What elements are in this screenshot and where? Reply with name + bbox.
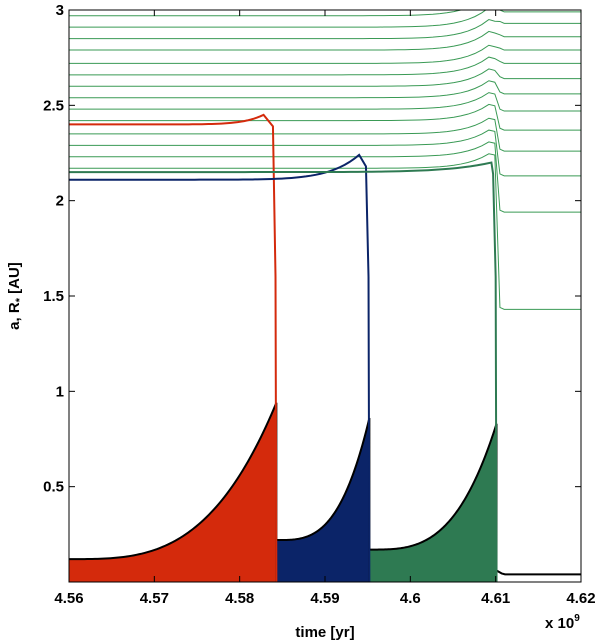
y-tick-label-2: 1 [56,383,64,400]
x-multiplier-base: x 10 [545,615,574,632]
stellar-radius-curve-3 [369,423,498,582]
x-axis-title: time [yr] [295,624,354,641]
y-tick-label-5: 2.5 [43,97,64,114]
surviving-orbit-9 [69,56,581,76]
x-tick-label-3: 4.58 [225,590,254,607]
axis-tick-labels: 4.56 4.57 4.58 4.59 4.6 4.61 4.62 0.5 1 1.5 2 2.5 3 [43,2,595,607]
surviving-orbit-14 [69,10,463,17]
plot-area [69,10,581,582]
stellar-radius-fill-2 [276,418,370,582]
surviving-orbit-12 [69,19,581,40]
x-tick-label-7: 4.62 [566,590,595,607]
y-axis-title: a, R* [AU] [6,262,26,330]
y-axis-title-subscript: * [14,297,26,302]
y-tick-label-1: 0.5 [43,479,64,496]
y-axis-title-main: a, R [6,302,23,330]
surviving-orbit-10 [69,44,581,64]
x-tick-label-4: 4.59 [310,590,339,607]
x-tick-label-1: 4.56 [54,590,83,607]
y-tick-label-6: 3 [56,2,64,19]
x-multiplier: x 109 [545,613,580,632]
y-tick-label-4: 2 [56,193,64,210]
stellar-radius-curve-1 [69,402,278,582]
y-tick-label-3: 1.5 [43,288,64,305]
surviving-orbit-2 [69,141,581,213]
surviving-orbit-8 [69,68,581,87]
surviving-orbit-1 [69,153,581,310]
stellar-radius-fill-3 [369,423,497,582]
x-tick-label-5: 4.6 [400,590,421,607]
surviving-orbit-11 [69,30,581,51]
axes-frame [68,9,582,583]
engulfed-planet-orbit-1 [69,113,278,582]
engulfed-planet-orbit-2 [69,153,371,582]
x-multiplier-exponent: 9 [574,613,580,624]
surviving-orbit-13 [69,10,581,28]
engulfed-planet-orbit-3 [69,161,498,582]
stellar-radius-fill-1 [69,402,277,582]
y-axis-title-unit: [AU] [6,262,23,298]
axis-ticks [68,9,582,582]
stellar-radius-curve-2 [276,417,371,582]
x-tick-label-2: 4.57 [140,590,169,607]
x-tick-label-6: 4.61 [481,590,510,607]
surviving-orbit-3 [69,129,581,177]
stellar-remnant-curve [496,569,581,576]
surviving-orbit-4 [69,117,581,152]
surviving-orbit-5 [69,103,581,131]
surviving-orbit-7 [69,80,581,99]
surviving-orbit-6 [69,92,581,112]
